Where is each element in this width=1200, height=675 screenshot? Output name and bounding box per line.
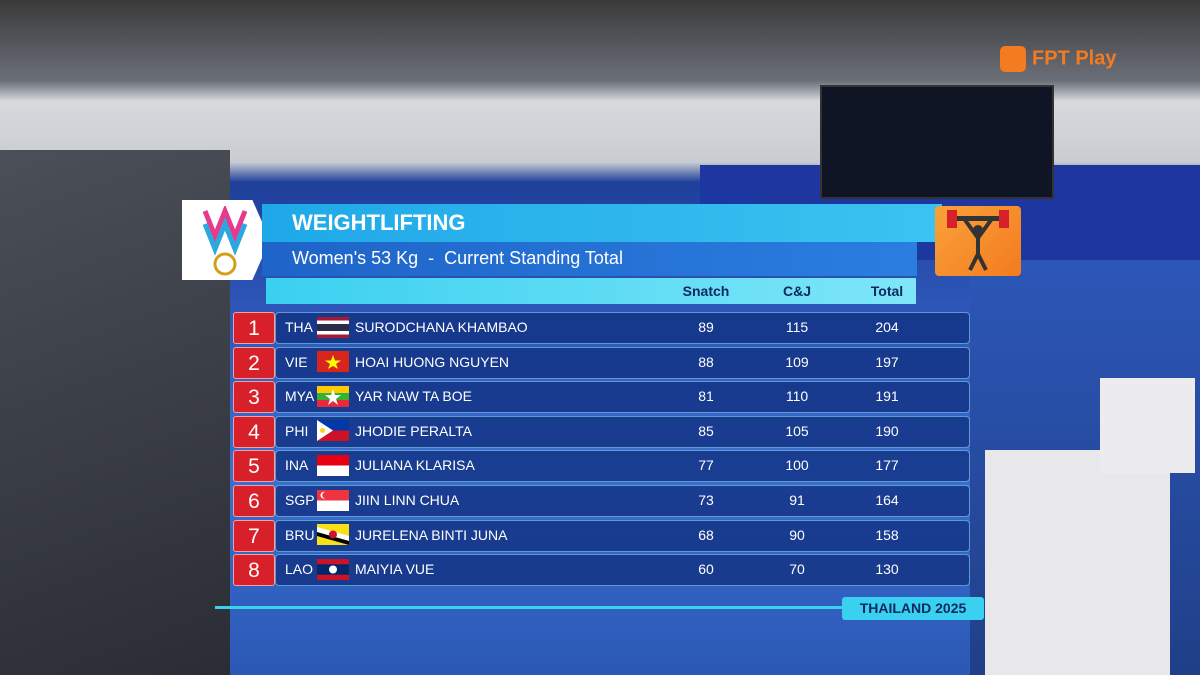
athlete-name: HOAI HUONG NGUYEN bbox=[355, 353, 510, 370]
total-score: 164 bbox=[875, 492, 899, 508]
rank-badge: 8 bbox=[233, 554, 275, 587]
country-code: SGP bbox=[285, 492, 315, 508]
athlete-name: YAR NAW TA BOE bbox=[355, 388, 472, 405]
standing-row bbox=[275, 381, 970, 414]
snatch-score: 85 bbox=[698, 422, 714, 439]
flag-graphic bbox=[317, 454, 349, 476]
board-title: WEIGHTLIFTING bbox=[292, 210, 466, 235]
flag-graphic bbox=[317, 351, 349, 373]
athlete-name: MAIYIA VUE bbox=[355, 561, 435, 578]
athlete-name: JHODIE PERALTA bbox=[355, 422, 472, 439]
athlete-name: SURODCHANA KHAMBAO bbox=[355, 319, 528, 335]
athlete-name: JULIANA KLARISA bbox=[355, 457, 475, 474]
cj-score: 110 bbox=[785, 388, 809, 405]
athlete-name: JURELENA BINTI JUNA bbox=[355, 526, 508, 543]
total-score: 158 bbox=[875, 526, 899, 543]
country-flag bbox=[317, 454, 349, 476]
snatch-score: 81 bbox=[698, 388, 714, 405]
rank-badge: 2 bbox=[233, 346, 275, 379]
flag-graphic bbox=[317, 316, 349, 338]
broadcast-logo: FPT Play bbox=[1000, 46, 1116, 72]
country-flag bbox=[317, 420, 349, 442]
standing-row bbox=[275, 450, 970, 483]
athlete-name: JIIN LINN CHUA bbox=[355, 492, 460, 508]
board-footer: THAILAND 2025 bbox=[842, 597, 984, 620]
total-score: 191 bbox=[875, 388, 899, 405]
cj-score: 105 bbox=[785, 422, 809, 439]
rank-badge: 5 bbox=[233, 450, 275, 483]
column-header: C&J bbox=[782, 283, 811, 299]
total-score: 130 bbox=[875, 561, 899, 578]
arena-screen bbox=[820, 85, 1054, 199]
lifter-icon bbox=[947, 210, 1009, 271]
sport-icon bbox=[935, 206, 1021, 276]
country-flag bbox=[317, 385, 349, 407]
country-flag bbox=[317, 351, 349, 373]
rank-badge: 1 bbox=[233, 312, 275, 344]
equipment-box bbox=[985, 450, 1170, 675]
total-score: 190 bbox=[875, 422, 899, 439]
country-code: THA bbox=[285, 319, 313, 335]
board-subtitle: Women's 53 Kg - Current Standing Total bbox=[292, 248, 623, 268]
cj-score: 90 bbox=[789, 526, 805, 543]
cj-score: 100 bbox=[785, 457, 809, 474]
flag-graphic bbox=[317, 420, 349, 442]
flag-graphic bbox=[317, 558, 349, 580]
country-code: MYA bbox=[285, 388, 315, 405]
cj-score: 115 bbox=[785, 319, 809, 335]
flag-graphic bbox=[317, 385, 349, 407]
country-flag bbox=[317, 316, 349, 338]
cj-score: 70 bbox=[789, 561, 805, 578]
standing-row bbox=[275, 346, 970, 379]
games-emblem bbox=[182, 200, 270, 280]
country-flag bbox=[317, 489, 349, 511]
logo-text: FPT Play bbox=[1032, 47, 1117, 70]
snatch-score: 89 bbox=[698, 319, 714, 335]
cj-score: 91 bbox=[789, 492, 805, 508]
standing-row bbox=[275, 519, 970, 552]
standing-row bbox=[275, 554, 970, 587]
rank-badge: 6 bbox=[233, 485, 275, 517]
emblem-icon bbox=[202, 206, 248, 276]
snatch-score: 77 bbox=[698, 457, 714, 474]
cj-score: 109 bbox=[785, 353, 809, 370]
rank-badge: 7 bbox=[233, 519, 275, 552]
snatch-score: 60 bbox=[698, 561, 714, 578]
title-bar bbox=[262, 204, 942, 242]
column-header: Total bbox=[870, 283, 904, 299]
flag-graphic bbox=[317, 524, 349, 546]
subtitle-bar bbox=[262, 242, 917, 276]
snatch-score: 73 bbox=[698, 492, 714, 508]
total-score: 177 bbox=[875, 457, 899, 474]
country-code: BRU bbox=[285, 526, 315, 543]
column-bar bbox=[266, 278, 916, 304]
footer-line bbox=[215, 606, 865, 609]
snatch-score: 68 bbox=[698, 526, 714, 543]
rank-badge: 4 bbox=[233, 415, 275, 448]
standing-row bbox=[275, 312, 970, 344]
country-code: VIE bbox=[285, 353, 308, 370]
rank-badge: 3 bbox=[233, 381, 275, 414]
total-score: 197 bbox=[875, 353, 899, 370]
country-code: LAO bbox=[285, 561, 314, 578]
country-code: PHI bbox=[285, 422, 309, 439]
total-score: 204 bbox=[875, 319, 899, 335]
standing-row bbox=[275, 415, 970, 448]
country-flag bbox=[317, 524, 349, 546]
flag-graphic bbox=[317, 489, 349, 511]
snatch-score: 88 bbox=[698, 353, 714, 370]
country-code: INA bbox=[285, 457, 309, 474]
column-header: Snatch bbox=[682, 283, 730, 299]
standing-row bbox=[275, 485, 970, 517]
country-flag bbox=[317, 558, 349, 580]
equipment-box bbox=[1100, 378, 1195, 473]
